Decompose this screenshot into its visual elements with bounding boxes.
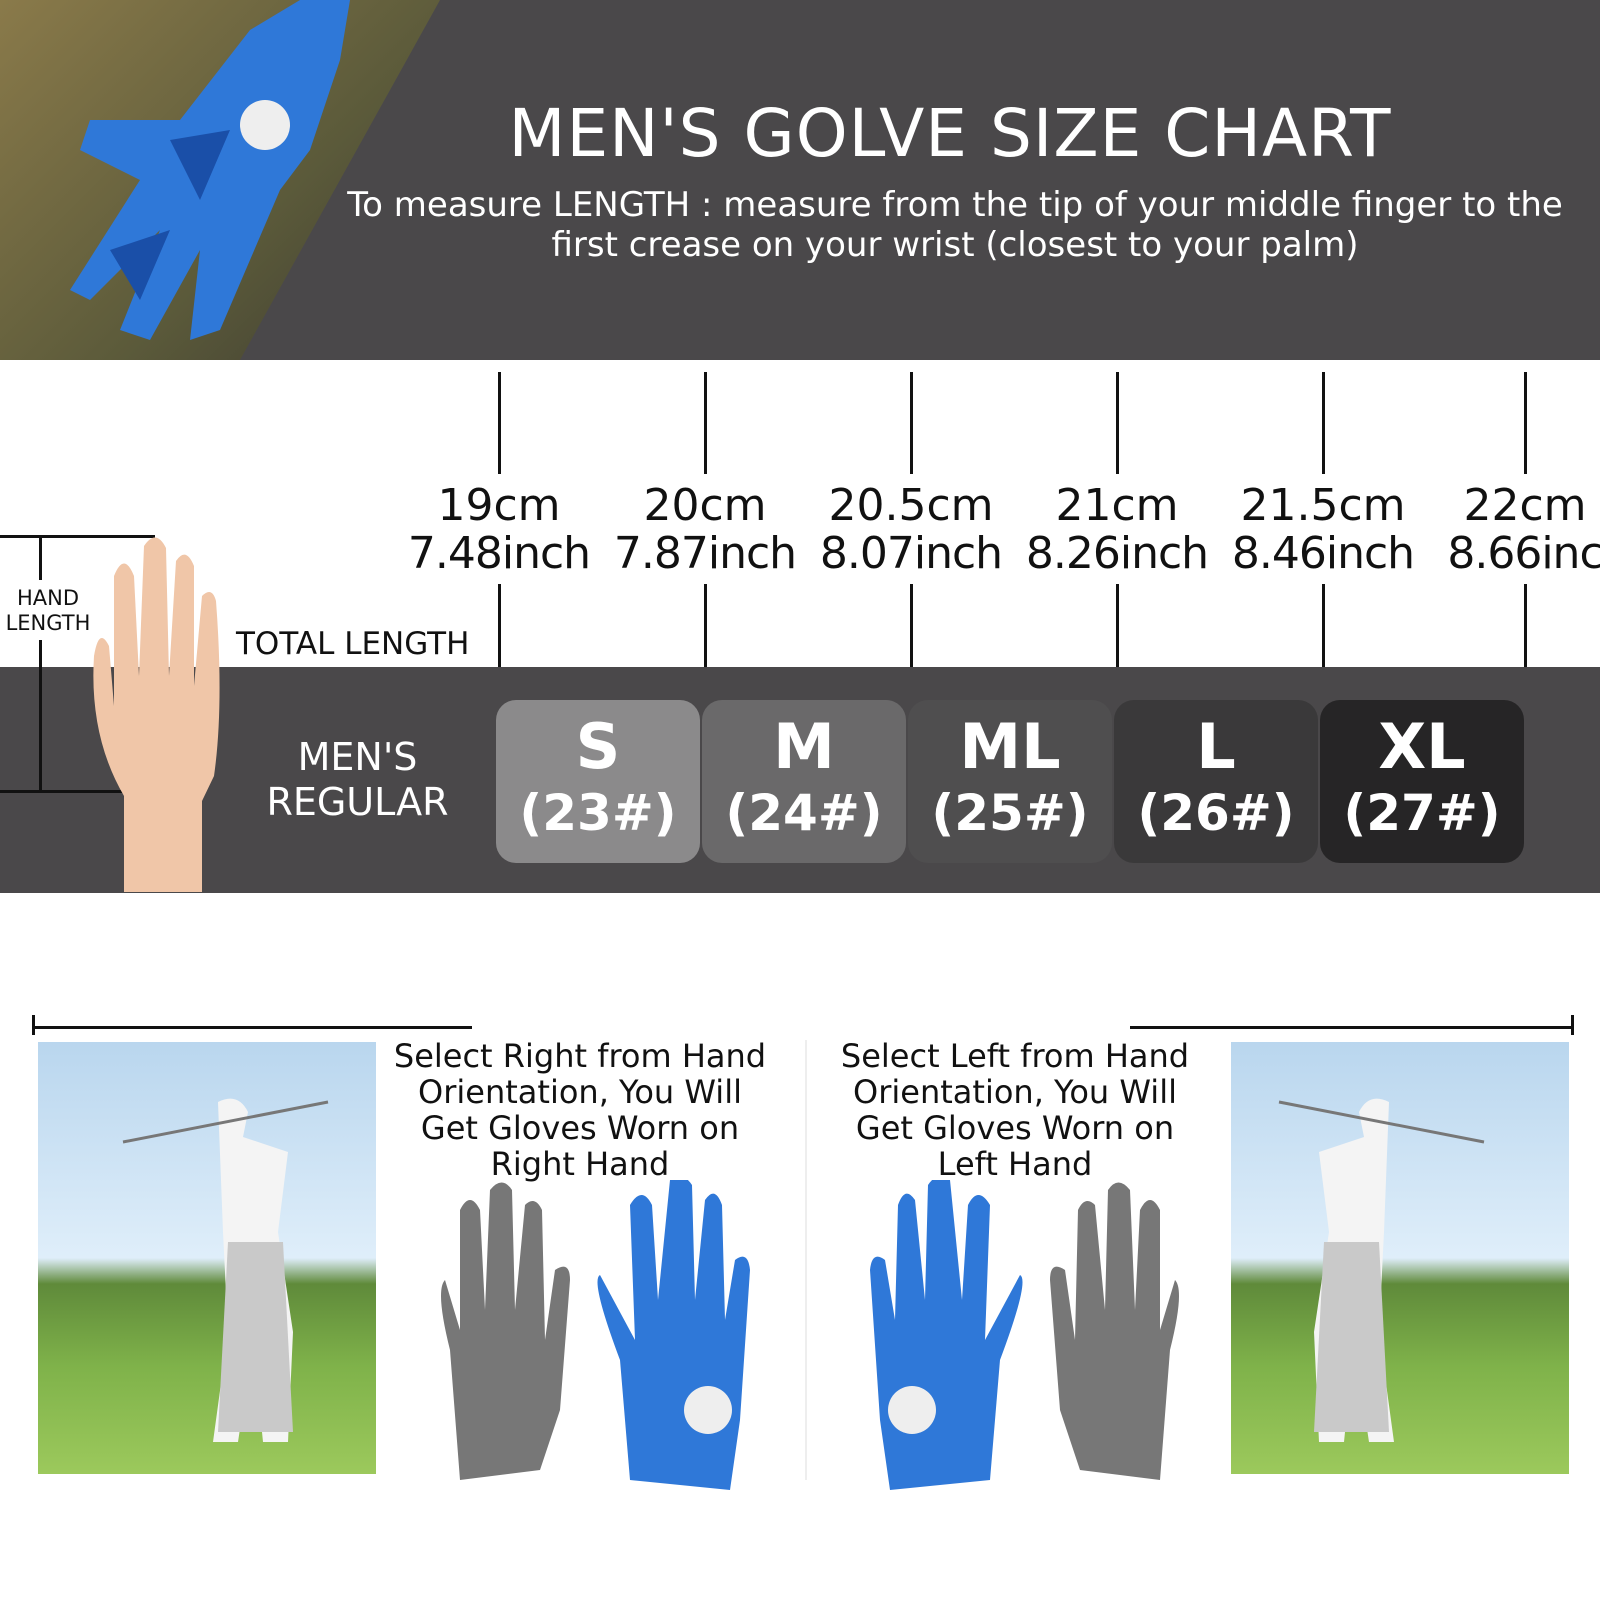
right-hand-gloves-image: [441, 1180, 750, 1490]
ruler-tick-bottom: [910, 584, 913, 668]
size-code: (24#): [725, 784, 883, 842]
hand-top-line: [0, 535, 155, 538]
top-rule-right: [1130, 1026, 1574, 1029]
ruler-tick-bottom: [1524, 584, 1527, 668]
size-letter: XL: [1378, 710, 1466, 783]
mark-cm: 21cm: [1055, 480, 1179, 531]
ruler-tick-top: [1524, 372, 1527, 474]
size-letter: L: [1196, 710, 1236, 783]
select-left-instructions: Select Left from Hand Orientation, You W…: [840, 1037, 1190, 1183]
size-letter: ML: [959, 710, 1061, 783]
select-right-instructions: Select Right from Hand Orientation, You …: [393, 1037, 767, 1183]
size-letter: M: [773, 710, 835, 783]
ruler-tick-top: [498, 372, 501, 474]
top-rule-left: [32, 1026, 472, 1029]
ruler-tick-top: [704, 372, 707, 474]
ruler-tick-bottom: [1116, 584, 1119, 668]
ruler-tick-bottom: [498, 584, 501, 668]
size-card-s: S (23#): [496, 700, 700, 863]
size-card-m: M (24#): [702, 700, 906, 863]
hand-length-label: HAND LENGTH: [5, 586, 91, 635]
ruler-tick-top: [1322, 372, 1325, 474]
mark-cm: 20cm: [643, 480, 767, 531]
mark-inch: 7.87inch: [613, 528, 797, 579]
size-letter: S: [575, 710, 621, 783]
golfer-photo-left-hand: [1231, 1042, 1569, 1474]
page-title: MEN'S GOLVE SIZE CHART: [508, 95, 1392, 172]
mark-cm: 22cm: [1463, 480, 1587, 531]
ruler-tick-bottom: [704, 584, 707, 668]
mark-inch: 8.46inch: [1231, 528, 1415, 579]
mark-cm: 20.5cm: [828, 480, 994, 531]
mark-inch: 8.26inch: [1025, 528, 1209, 579]
mark-inch: 7.48inch: [407, 528, 591, 579]
golfer-photo-right-hand: [38, 1042, 376, 1474]
size-code: (27#): [1343, 784, 1501, 842]
hand-length-arrow-bottom: [39, 640, 42, 792]
size-code: (25#): [931, 784, 1089, 842]
size-card-l: L (26#): [1114, 700, 1318, 863]
section-divider: [805, 1040, 807, 1480]
ruler-tick-top: [1116, 372, 1119, 474]
size-card-ml: ML (25#): [908, 700, 1112, 863]
measure-instructions: To measure LENGTH : measure from the tip…: [347, 185, 1563, 265]
mark-inch: 8.07inch: [819, 528, 1003, 579]
size-code: (23#): [519, 784, 677, 842]
size-code: (26#): [1137, 784, 1295, 842]
left-hand-gloves-image: [870, 1180, 1179, 1490]
size-card-xl: XL (27#): [1320, 700, 1524, 863]
rule-end-left: [32, 1015, 35, 1035]
total-length-label: TOTAL LENGTH: [236, 626, 470, 662]
ruler-tick-top: [910, 372, 913, 474]
blue-glove-image: [70, 0, 350, 340]
mark-cm: 19cm: [437, 480, 561, 531]
mark-inch: 8.66inc: [1447, 528, 1600, 579]
hand-bottom-line: [0, 790, 172, 793]
hand-length-arrow-top: [39, 535, 42, 580]
mark-cm: 21.5cm: [1240, 480, 1406, 531]
mens-regular-label: MEN'S REGULAR: [266, 735, 449, 824]
hand-illustration: [93, 537, 220, 892]
ruler-tick-bottom: [1322, 584, 1325, 668]
rule-end-right: [1571, 1015, 1574, 1035]
